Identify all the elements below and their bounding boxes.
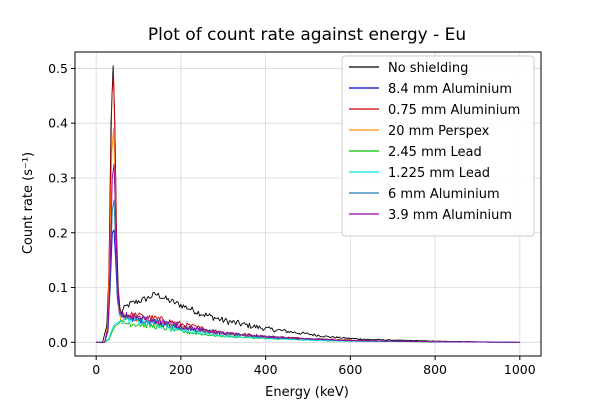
series-line-8 bbox=[96, 163, 520, 343]
x-axis-label: Energy (keV) bbox=[265, 385, 349, 400]
y-tick-label: 0.0 bbox=[48, 335, 68, 350]
legend-label: 20 mm Perspex bbox=[388, 124, 490, 139]
y-tick-label: 0.3 bbox=[48, 170, 68, 185]
y-tick-label: 0.2 bbox=[48, 225, 68, 240]
legend-box bbox=[341, 55, 535, 237]
legend: No shielding 8.4 mm Aluminium 0.75 mm Alum… bbox=[341, 55, 535, 237]
x-tick-label: 800 bbox=[423, 362, 447, 377]
legend-label: 3.9 mm Aluminium bbox=[388, 208, 512, 223]
y-axis-label: Count rate (s⁻¹) bbox=[21, 152, 36, 254]
x-tick-label: 0 bbox=[92, 362, 100, 377]
legend-label: 2.45 mm Lead bbox=[388, 145, 482, 160]
legend-label: 8.4 mm Aluminium bbox=[388, 82, 512, 97]
legend-label: 6 mm Aluminium bbox=[388, 187, 500, 202]
y-tick-label: 0.5 bbox=[48, 61, 68, 76]
chart-title: Plot of count rate against energy - Eu bbox=[148, 25, 466, 45]
plot-frame bbox=[74, 51, 542, 357]
x-tick-label: 200 bbox=[169, 362, 193, 377]
x-tick-label: 1000 bbox=[504, 362, 536, 377]
series-lines bbox=[96, 65, 520, 343]
legend-label: 1.225 mm Lead bbox=[388, 166, 490, 181]
axis-ticks: 0 200 400 600 800 1000 0.0 0.1 0.2 0.3 0.4 0.5 bbox=[48, 61, 536, 377]
y-tick-label: 0.4 bbox=[48, 116, 68, 131]
legend-label: 0.75 mm Aluminium bbox=[388, 103, 520, 118]
x-tick-label: 400 bbox=[254, 362, 278, 377]
y-tick-label: 0.1 bbox=[48, 280, 68, 295]
x-tick-label: 600 bbox=[338, 362, 362, 377]
legend-label: No shielding bbox=[388, 61, 468, 76]
